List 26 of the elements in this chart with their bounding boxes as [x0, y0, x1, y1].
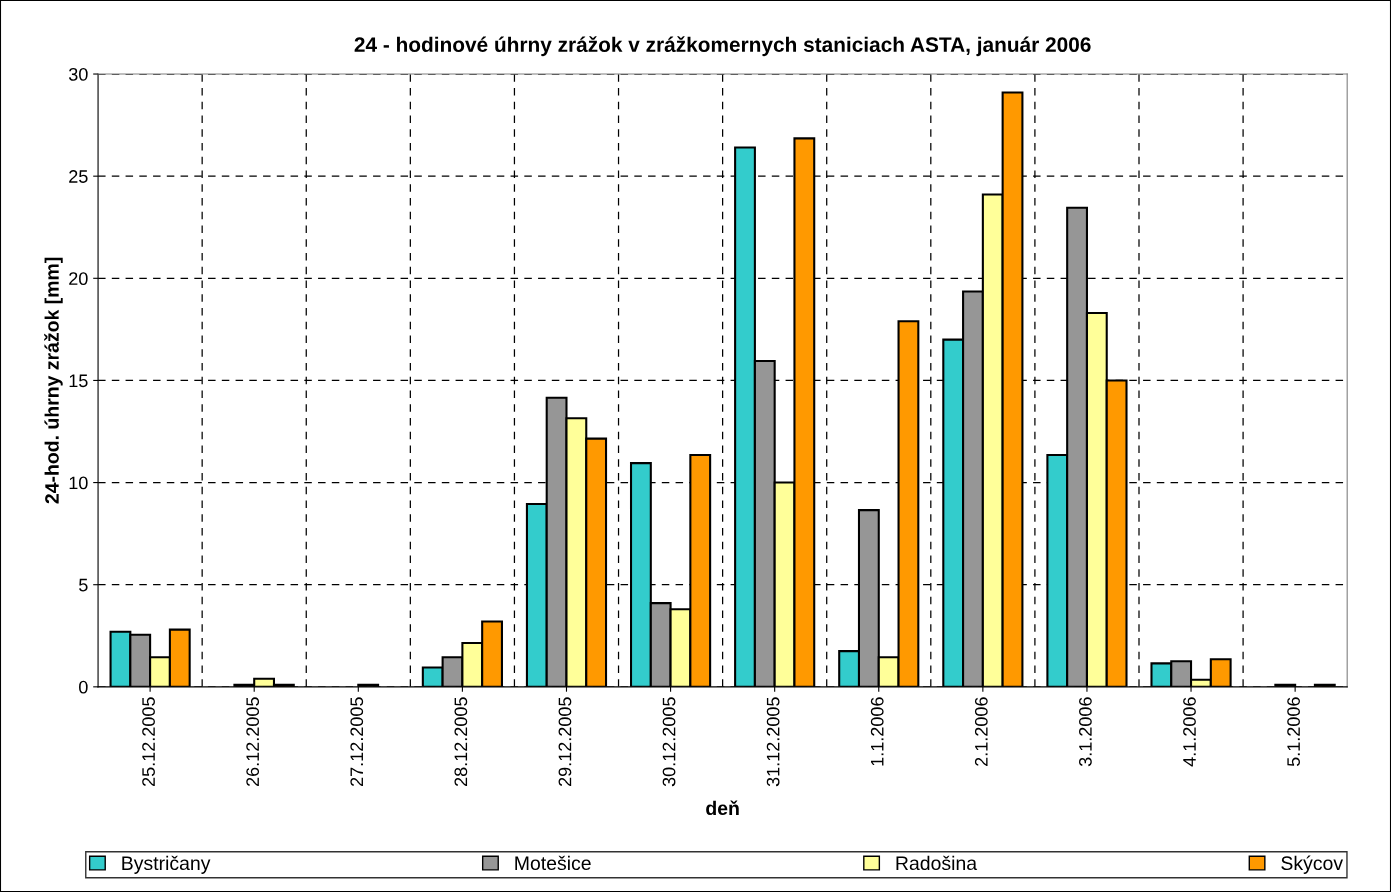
y-tick-label: 5: [79, 578, 88, 592]
y-tick-label: 10: [69, 476, 88, 490]
legend-label: Bystričany: [122, 855, 211, 874]
y-axis-title: 24-hod. úhrny zrážok [mm]: [44, 257, 63, 504]
x-tick-label: 3.1.2006: [1079, 697, 1092, 767]
x-tick-label: 4.1.2006: [1183, 697, 1196, 767]
legend-label: Motešice: [515, 855, 591, 871]
x-tick-label: 25.12.2005: [142, 697, 155, 787]
legend-label: Skýcov: [1281, 855, 1344, 874]
y-tick-label: 30: [68, 67, 88, 81]
x-tick-label: 1.1.2006: [870, 697, 884, 766]
y-tick-label: 15: [69, 374, 88, 388]
x-tick-label: 31.12.2005: [766, 697, 780, 787]
x-tick-label: 29.12.2005: [558, 697, 572, 787]
y-tick-label: 20: [69, 272, 88, 286]
x-tick-label: 30.12.2005: [662, 697, 676, 787]
x-tick-label: 26.12.2005: [246, 697, 260, 787]
x-tick-label: 27.12.2005: [350, 697, 364, 787]
chart-title: 24 - hodinové úhrny zrážok v zrážkomernych staniciach ASTA, január 2006: [354, 36, 1091, 57]
x-tick-label: 2.1.2006: [974, 697, 988, 766]
x-tick-label: 5.1.2006: [1287, 697, 1300, 767]
y-tick-label: 25: [69, 170, 88, 183]
legend-label: Radošina: [896, 855, 978, 871]
y-tick-label: 0: [79, 680, 88, 694]
x-axis-title: deň: [706, 800, 739, 816]
x-tick-label: 28.12.2005: [454, 697, 468, 787]
